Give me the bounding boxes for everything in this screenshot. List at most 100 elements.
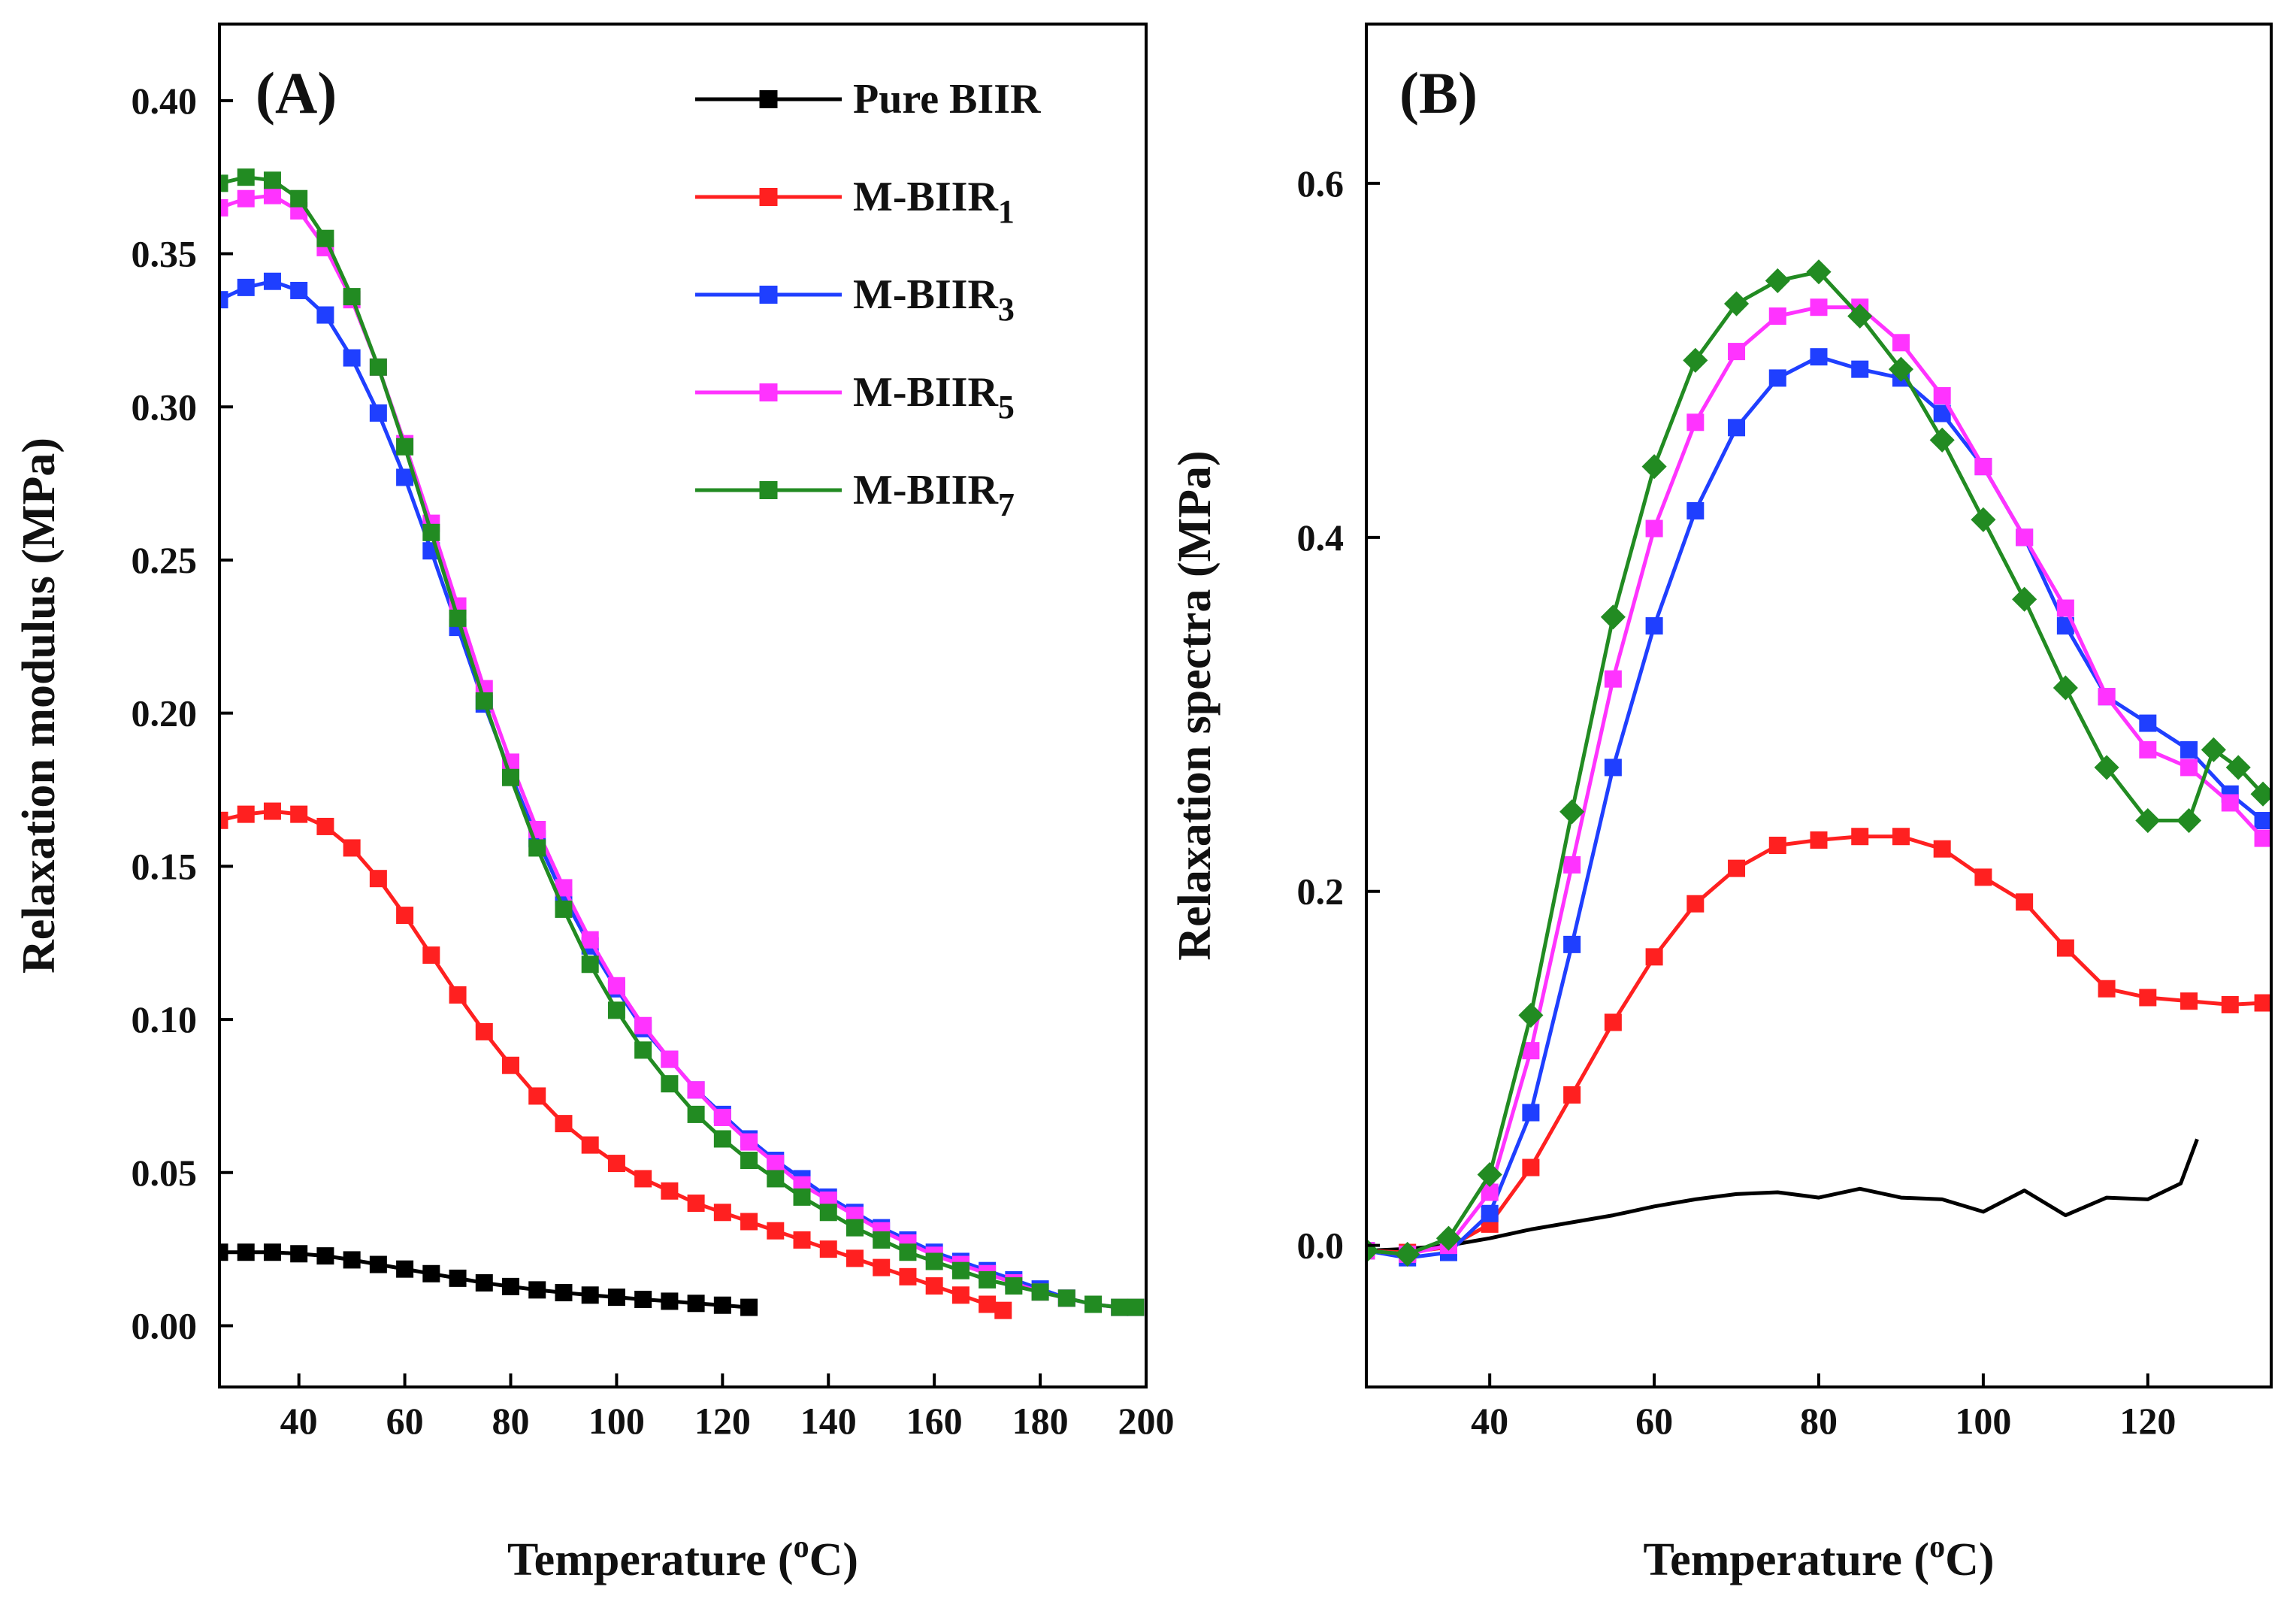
data-point xyxy=(1563,855,1581,874)
data-point xyxy=(1768,307,1786,325)
data-point xyxy=(1888,356,1914,382)
data-point xyxy=(1806,259,1832,285)
data-point xyxy=(290,189,308,207)
data-point xyxy=(2098,688,2116,706)
data-point xyxy=(2176,807,2202,834)
data-point xyxy=(979,1295,997,1313)
data-point xyxy=(475,692,493,710)
data-point xyxy=(1481,1204,1499,1222)
x-tick-label: 160 xyxy=(906,1400,963,1442)
series-pure-biir xyxy=(1366,1138,2199,1253)
y-tick-label: 0.25 xyxy=(132,539,198,581)
data-point xyxy=(661,1050,679,1068)
y-tick-label: 0.35 xyxy=(132,233,198,275)
data-point xyxy=(449,609,467,627)
chart-panel-b: 40 60 80 100 120 0.0 0.2 0.4 0.6 Temperature (oC)… xyxy=(1169,23,2273,1585)
data-point xyxy=(740,1213,758,1231)
data-point xyxy=(1604,1013,1622,1031)
data-point xyxy=(1645,617,1663,635)
data-point xyxy=(1810,298,1828,316)
data-point xyxy=(1686,502,1705,519)
data-point xyxy=(581,1286,599,1304)
data-point xyxy=(316,817,334,835)
data-point xyxy=(369,1255,387,1273)
data-point xyxy=(1810,831,1828,849)
data-point xyxy=(2139,989,2157,1007)
data-point xyxy=(1974,868,1992,886)
data-point xyxy=(528,1281,546,1299)
data-point xyxy=(343,288,361,306)
data-point xyxy=(290,281,308,299)
panel-label: (A) xyxy=(256,60,337,126)
data-point xyxy=(1892,334,1910,352)
x-tick-label: 120 xyxy=(2119,1400,2176,1442)
x-tick-label: 140 xyxy=(800,1400,857,1442)
data-point xyxy=(1851,360,1869,378)
y-tick-label: 0.10 xyxy=(132,998,198,1040)
data-point xyxy=(1686,895,1705,913)
data-point xyxy=(1847,303,1873,329)
data-point xyxy=(369,358,387,376)
data-point xyxy=(2098,980,2116,998)
data-point xyxy=(316,1247,334,1265)
x-tick-label: 120 xyxy=(694,1400,751,1442)
data-point xyxy=(2221,794,2239,812)
x-tick-label: 60 xyxy=(1635,1400,1673,1442)
data-point xyxy=(713,1108,731,1126)
legend-item: M-BIIR7 xyxy=(695,467,1015,523)
data-point xyxy=(2016,893,2034,911)
data-point xyxy=(1851,828,1869,846)
data-point xyxy=(1031,1283,1049,1301)
data-point xyxy=(1604,759,1622,777)
data-point xyxy=(1933,386,1951,404)
data-point xyxy=(1765,268,1790,293)
data-point xyxy=(1641,454,1667,480)
data-point xyxy=(661,1075,679,1093)
data-point xyxy=(1810,348,1828,366)
series-line xyxy=(1366,355,2264,1260)
data-point xyxy=(2201,737,2226,762)
data-point xyxy=(555,879,573,897)
data-point xyxy=(2094,755,2119,780)
y-tick-label: 0.20 xyxy=(132,692,198,734)
data-point xyxy=(475,1273,493,1292)
legend-label: M-BIIR3 xyxy=(853,271,1015,328)
legend-item: M-BIIR5 xyxy=(695,369,1015,425)
data-point xyxy=(740,1298,758,1316)
data-point xyxy=(607,1155,625,1173)
data-point xyxy=(899,1267,917,1285)
data-point xyxy=(687,1295,705,1313)
data-point xyxy=(237,189,255,207)
data-point xyxy=(263,802,281,820)
data-point xyxy=(2180,992,2198,1010)
data-point xyxy=(634,1170,652,1188)
data-point xyxy=(634,1290,652,1308)
data-point xyxy=(1563,1086,1581,1104)
data-point xyxy=(219,198,228,217)
data-point xyxy=(1600,604,1626,630)
data-point xyxy=(873,1231,891,1249)
data-point xyxy=(422,1264,440,1282)
data-point xyxy=(219,811,228,829)
series-m-biir5 xyxy=(1366,298,2271,1263)
x-axis-title: Temperature (oC) xyxy=(1644,1530,1995,1585)
data-point xyxy=(793,1188,811,1206)
data-point xyxy=(2139,714,2157,732)
data-point xyxy=(502,1056,520,1074)
series-m-biir3 xyxy=(219,272,1145,1316)
data-point xyxy=(2016,528,2034,547)
data-point xyxy=(1057,1289,1075,1307)
data-point xyxy=(1111,1298,1129,1316)
data-point xyxy=(219,1243,228,1261)
data-point xyxy=(263,186,281,204)
data-point xyxy=(2254,994,2271,1012)
data-point xyxy=(767,1170,785,1188)
data-point xyxy=(634,1041,652,1059)
data-point xyxy=(449,1269,467,1287)
x-tick-label: 80 xyxy=(1800,1400,1838,1442)
data-point xyxy=(2056,939,2074,957)
data-point xyxy=(661,1292,679,1310)
data-point xyxy=(290,805,308,823)
x-tick-label: 40 xyxy=(280,1400,318,1442)
